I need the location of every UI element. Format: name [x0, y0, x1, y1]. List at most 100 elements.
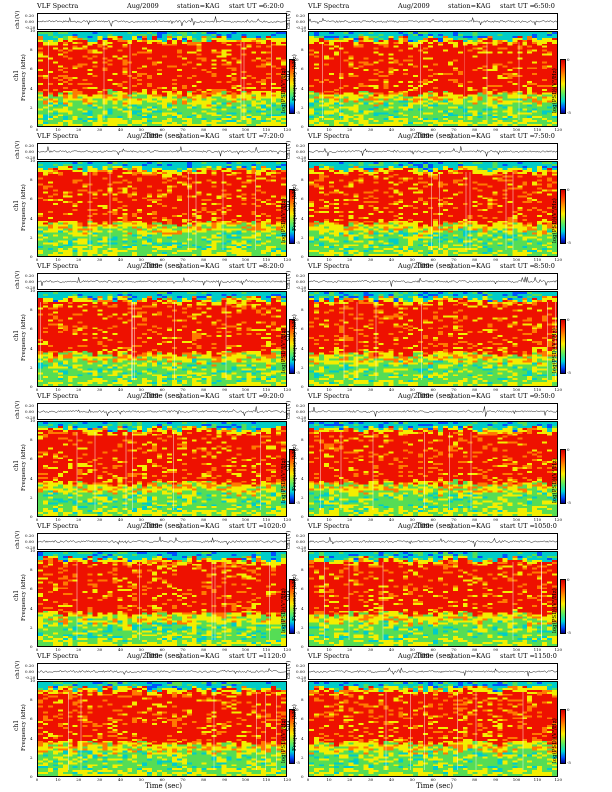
spectrogram-cell [201, 59, 207, 62]
spectrogram-cell [122, 90, 128, 93]
spectrogram-cell [57, 65, 63, 68]
spectrogram-cell [206, 75, 212, 78]
panel-date: Aug/2009 [398, 2, 430, 10]
spectrogram-cell [216, 110, 222, 113]
spectrogram-cell [318, 51, 324, 54]
spectrogram-cell [383, 69, 389, 72]
spectrogram-cell [373, 55, 379, 58]
spectrogram-cell [447, 110, 453, 113]
spectrogram-cell [236, 41, 242, 44]
spectrogram-cell [186, 120, 192, 123]
spectrogram-cell [338, 33, 344, 36]
spectrogram-cell [251, 55, 257, 58]
spectrogram-cell [122, 32, 128, 34]
spectrogram-cell [328, 67, 334, 70]
spectrogram-cell [77, 33, 83, 36]
spectrogram-cell [542, 71, 548, 74]
spectrogram-cell [216, 51, 222, 54]
spectrogram-cell [191, 110, 197, 113]
spectrogram-cell [408, 43, 414, 46]
spectrogram-cell [313, 124, 319, 126]
spectrogram-cell [226, 86, 232, 89]
spectrogram-cell [348, 33, 354, 36]
spectrogram-cell [502, 100, 508, 103]
spectrogram-cell [201, 41, 207, 44]
spectrogram-cell [157, 51, 162, 54]
spectrogram-cell [241, 33, 247, 36]
colorbar-tick-label: -5 [296, 111, 300, 115]
spectrogram-cell [162, 39, 167, 42]
spectrogram-cell [221, 122, 227, 125]
spectrogram-cell [343, 96, 349, 99]
spectrogram-cell [442, 88, 448, 91]
spectrogram-cell [271, 39, 277, 42]
spectrogram-cell [333, 122, 339, 125]
spectrogram-cell [433, 49, 438, 52]
spectrogram-cell [87, 37, 93, 40]
spectrogram-cell [281, 69, 286, 72]
spectrogram-cell [162, 88, 167, 91]
spectrogram-cell [38, 203, 43, 206]
spectrogram-cell [527, 100, 533, 103]
spectrogram-cell [38, 106, 43, 109]
spectrogram-cell [186, 102, 192, 105]
spectrogram-cell [502, 53, 508, 56]
spectrogram-cell [206, 35, 212, 38]
spectrogram-cell [482, 32, 488, 34]
spectrogram-cell [517, 110, 523, 113]
spectrogram-cell [92, 43, 98, 46]
spectrogram-cell [487, 77, 493, 79]
spectrogram-cell [132, 106, 138, 109]
spectrogram-spike [339, 41, 341, 121]
spectrogram-cell [117, 80, 123, 83]
spectrogram-cell [102, 49, 108, 52]
spectrogram-cell [122, 45, 128, 48]
spectrogram-cell [313, 120, 319, 123]
spectrogram-cell [467, 122, 473, 125]
spectrogram-cell [403, 41, 409, 44]
spectrogram-cell [52, 100, 58, 103]
spectrogram-cell [127, 112, 133, 115]
spectrogram-cell [127, 122, 133, 125]
spectrogram-cell [323, 82, 329, 85]
spectrogram-cell [82, 69, 88, 72]
spectrogram-cell [398, 69, 404, 72]
spectrogram-cell [393, 59, 399, 62]
spectrogram-cell [333, 37, 339, 40]
spectrogram-cell [487, 120, 493, 123]
spectrogram-cell [437, 88, 443, 91]
spectrogram-cell [152, 122, 158, 125]
spectrogram-cell [482, 65, 488, 68]
spectrogram-cell [82, 94, 88, 97]
spectrogram-cell [328, 35, 334, 38]
spectrogram-cell [251, 90, 257, 93]
spectrogram-cell [383, 104, 389, 107]
spectrogram-cell [38, 79, 43, 81]
spectrogram-cell [309, 108, 314, 111]
spectrogram-cell [251, 108, 257, 111]
spectrogram-cell [201, 88, 207, 91]
spectrogram-cell [472, 104, 478, 107]
spectrogram-cell [413, 90, 419, 93]
spectrogram-cell [276, 82, 282, 85]
spectrogram-cell [457, 67, 463, 70]
spectrogram-cell [328, 96, 334, 99]
spectrogram-cell [127, 33, 133, 36]
spectrogram-cell [348, 106, 354, 109]
spectrogram-cell [97, 35, 103, 38]
spectrogram-cell [201, 43, 207, 46]
spectrogram-cell [482, 69, 488, 72]
spectrogram-cell [171, 88, 177, 91]
spectrogram-cell [532, 65, 538, 68]
spectrogram-cell [82, 51, 88, 54]
spectrogram-cell [52, 116, 58, 119]
spectrogram-cell [502, 49, 508, 52]
spectrogram-cell [246, 106, 252, 109]
spectrogram-cell [57, 124, 63, 126]
spectrogram-cell [472, 37, 478, 40]
spectrogram-cell [313, 86, 319, 89]
spectrogram-cell [236, 61, 242, 64]
spectrogram-cell [447, 118, 453, 121]
spectrogram-cell [261, 39, 267, 42]
spectrogram-cell [256, 75, 262, 78]
